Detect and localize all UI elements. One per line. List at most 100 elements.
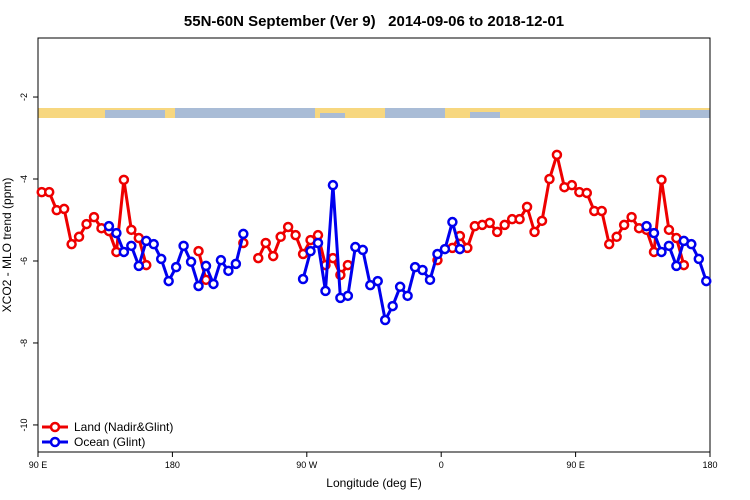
- data-point: [365, 279, 376, 291]
- legend-label: Land (Nadir&Glint): [74, 420, 173, 434]
- data-point: [596, 205, 607, 217]
- data-point: [193, 245, 204, 257]
- x-tick-label: 180: [165, 460, 180, 470]
- data-point: [126, 224, 137, 236]
- data-point: [626, 211, 637, 223]
- data-point: [275, 231, 286, 243]
- data-point: [491, 226, 503, 238]
- data-point: [686, 238, 697, 250]
- data-point: [663, 240, 675, 252]
- data-point: [118, 174, 130, 186]
- data-point: [357, 244, 369, 256]
- data-point: [297, 273, 309, 285]
- data-point: [566, 179, 578, 191]
- data-point: [327, 252, 339, 264]
- y-tick-label: -6: [19, 257, 29, 265]
- data-point: [267, 250, 279, 262]
- data-point: [499, 219, 510, 231]
- data-point: [103, 220, 115, 232]
- x-tick-label: 0: [439, 460, 444, 470]
- x-tick-label: 90 E: [29, 460, 48, 470]
- data-point: [447, 216, 458, 228]
- data-point: [282, 221, 294, 233]
- data-point: [439, 243, 451, 255]
- data-point: [581, 187, 593, 199]
- data-point: [379, 314, 391, 326]
- x-tick-label: 90 W: [296, 460, 318, 470]
- data-point: [223, 265, 234, 277]
- y-tick-label: -2: [19, 93, 29, 101]
- data-point: [320, 285, 331, 297]
- data-point: [417, 264, 428, 276]
- x-tick-label: 90 E: [566, 460, 585, 470]
- data-point: [372, 275, 383, 287]
- data-point: [290, 229, 301, 241]
- data-point: [529, 226, 540, 238]
- data-point: [648, 227, 660, 239]
- data-point: [663, 224, 675, 236]
- data-point: [260, 237, 271, 249]
- data-point: [230, 258, 242, 270]
- data-point: [66, 238, 77, 250]
- data-point: [148, 238, 159, 250]
- ocean-patch: [105, 110, 165, 118]
- data-point: [544, 173, 555, 185]
- data-point: [170, 261, 182, 273]
- data-point: [342, 290, 354, 302]
- chart-title: 55N-60N September (Ver 9) 2014-09-06 to …: [184, 13, 564, 30]
- data-point: [454, 243, 466, 255]
- data-point: [238, 228, 249, 240]
- data-point: [163, 275, 174, 287]
- data-point: [387, 300, 398, 312]
- ocean-patch: [385, 108, 445, 118]
- data-point: [402, 290, 413, 302]
- data-point: [208, 278, 219, 290]
- data-point: [671, 260, 682, 272]
- ocean-patch: [640, 110, 710, 118]
- y-tick-label: -4: [19, 175, 29, 183]
- x-tick-label: 180: [702, 460, 717, 470]
- data-point: [118, 246, 130, 258]
- data-point: [58, 203, 70, 215]
- data-point: [253, 252, 264, 264]
- data-point: [618, 219, 630, 231]
- data-point: [200, 260, 212, 272]
- map-strip: [38, 108, 710, 118]
- data-point: [424, 274, 436, 286]
- ocean-patch: [175, 108, 315, 118]
- data-point: [327, 179, 339, 191]
- plot-frame: [37, 37, 711, 453]
- data-point: [305, 245, 316, 257]
- data-point: [514, 213, 525, 225]
- data-point: [73, 231, 85, 243]
- data-point: [641, 220, 652, 232]
- data-point: [81, 218, 92, 230]
- data-point: [111, 227, 122, 239]
- ocean-patch: [320, 113, 345, 118]
- data-point: [656, 174, 667, 186]
- data-point: [693, 253, 705, 265]
- data-point: [521, 201, 533, 213]
- data-point: [536, 215, 548, 227]
- data-point: [551, 149, 563, 161]
- data-point: [484, 217, 495, 229]
- land-band: [38, 108, 710, 118]
- data-point: [603, 238, 615, 250]
- data-point: [701, 275, 712, 287]
- data-point: [656, 246, 667, 258]
- data-point: [215, 254, 227, 266]
- data-point: [394, 281, 406, 293]
- ocean-patch: [470, 112, 500, 118]
- data-point: [193, 280, 204, 292]
- legend-marker: [49, 436, 61, 448]
- data-point: [178, 240, 189, 252]
- data-point: [126, 240, 137, 252]
- data-point: [312, 237, 324, 249]
- legend-marker: [49, 421, 61, 433]
- data-point: [155, 253, 167, 265]
- y-tick-label: -8: [19, 339, 29, 347]
- x-axis-label: Longitude (deg E): [326, 476, 421, 490]
- data-point: [185, 256, 197, 268]
- data-point: [432, 248, 443, 260]
